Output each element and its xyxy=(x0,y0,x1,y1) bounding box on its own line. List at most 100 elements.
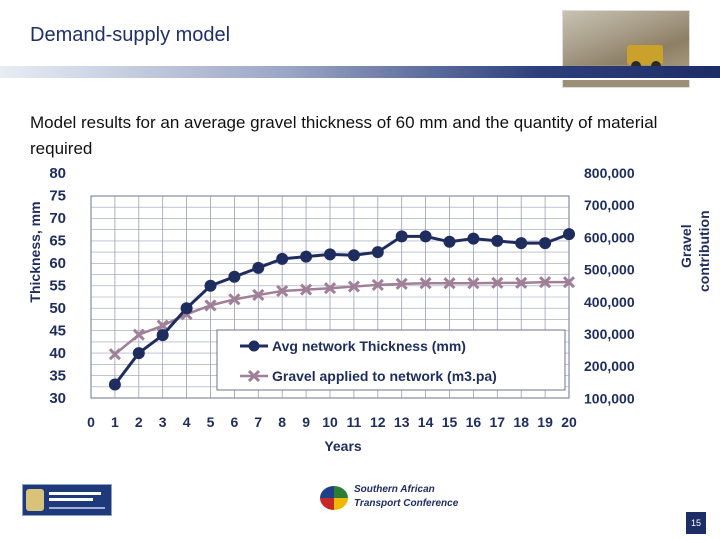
series-layer xyxy=(108,228,576,391)
x-tick-label: 2 xyxy=(135,414,143,430)
y-left-tick-label: 35 xyxy=(49,368,66,385)
slide-title: Demand-supply model xyxy=(30,24,231,46)
slide-subtitle: Model results for an average gravel thic… xyxy=(30,113,658,158)
y-left-tick-label: 45 xyxy=(49,323,66,340)
gravel-point-stroke xyxy=(562,276,576,289)
thickness-point xyxy=(204,279,217,292)
gravel-point-stroke xyxy=(491,276,504,289)
thickness-point xyxy=(347,249,360,262)
page-number: 15 xyxy=(686,512,706,534)
thickness-point xyxy=(395,230,408,243)
gravel-point xyxy=(156,319,169,332)
x-axis-title: Years xyxy=(324,438,362,454)
x-tick-label: 17 xyxy=(490,414,506,430)
thickness-point xyxy=(132,347,145,360)
y-right-tick-label: 500,000 xyxy=(584,262,635,278)
thickness-point xyxy=(228,270,241,283)
x-tick-label: 15 xyxy=(442,414,458,430)
thickness-point xyxy=(108,378,121,391)
x-tick-label: 1 xyxy=(111,414,119,430)
gravel-point-stroke xyxy=(156,319,169,332)
legend-thickness-label: Avg network Thickness (mm) xyxy=(272,338,466,354)
gravel-point-stroke xyxy=(371,278,384,291)
satc-swoosh-icon xyxy=(320,486,348,510)
x-tick-label: 14 xyxy=(418,414,434,430)
thickness-point xyxy=(371,246,384,259)
gravel-point xyxy=(276,284,289,298)
title-band-line xyxy=(0,78,720,80)
x-tick-label: 19 xyxy=(537,414,553,430)
thickness-point xyxy=(300,250,313,263)
gravel-point-stroke xyxy=(443,277,456,290)
x-tick-label: 9 xyxy=(302,414,310,430)
thickness-point xyxy=(252,261,265,274)
x-tick-label: 7 xyxy=(254,414,262,430)
thickness-point xyxy=(491,234,504,247)
gravel-point xyxy=(132,328,145,341)
gravel-point xyxy=(443,277,456,290)
y-right-tick-label: 400,000 xyxy=(584,294,635,310)
y-right-tick-label: 600,000 xyxy=(584,229,635,245)
y-left-tick-label: 50 xyxy=(49,300,66,317)
x-tick-label: 20 xyxy=(561,414,577,430)
gravel-point-stroke xyxy=(347,280,360,293)
y-left-tick-label: 55 xyxy=(49,278,66,295)
gravel-point xyxy=(371,278,384,291)
gravel-point-stroke xyxy=(395,277,408,290)
y-left-tick-label: 75 xyxy=(49,188,66,205)
gravel-point-stroke xyxy=(132,328,145,341)
gravel-point xyxy=(108,348,121,361)
gravel-point xyxy=(347,280,360,293)
x-tick-label: 13 xyxy=(394,414,410,430)
legend-thickness-marker xyxy=(248,340,260,352)
y-left-tick-label: 70 xyxy=(49,210,66,227)
thickness-point xyxy=(563,228,575,241)
western-cape-government-logo xyxy=(22,484,112,516)
gravel-point xyxy=(491,276,504,289)
legend-gravel-label: Gravel applied to network (m3.pa) xyxy=(272,368,497,384)
y-right-axis-title: Gravel xyxy=(678,224,694,268)
x-tick-label: 4 xyxy=(183,414,191,430)
gravel-series-line xyxy=(114,280,569,356)
gravel-point xyxy=(300,283,313,296)
gravel-point xyxy=(515,276,528,289)
x-tick-label: 3 xyxy=(159,414,167,430)
gravel-point-stroke xyxy=(467,277,480,290)
thickness-point xyxy=(443,235,456,248)
thickness-point xyxy=(419,230,432,243)
thickness-point xyxy=(515,237,528,250)
crest-icon xyxy=(26,489,44,511)
x-tick-label: 18 xyxy=(513,414,529,430)
x-tick-label: 8 xyxy=(278,414,286,430)
satc-logo: Southern African Transport Conference xyxy=(320,482,458,514)
title-band xyxy=(0,66,720,80)
y-right-tick-label: 700,000 xyxy=(584,197,635,213)
y-right-axis-title-line2: contribution xyxy=(696,210,712,292)
gravel-point xyxy=(419,277,432,290)
x-tick-label: 16 xyxy=(466,414,482,430)
legend-layer: Avg network Thickness (mm) Gravel applied… xyxy=(216,329,566,391)
y-right-tick-label: 800,000 xyxy=(584,165,635,181)
legend-gravel-marker-stroke xyxy=(247,369,261,383)
y-right-tick-label: 100,000 xyxy=(584,390,635,406)
thickness-point xyxy=(467,232,480,245)
x-tick-label: 5 xyxy=(207,414,215,430)
gravel-point xyxy=(204,299,217,312)
y-right-tick-label: 200,000 xyxy=(584,358,635,374)
gravel-point xyxy=(228,293,241,306)
x-tick-label: 10 xyxy=(322,414,338,430)
gravel-point-stroke xyxy=(515,276,528,289)
legend-gravel-marker xyxy=(247,369,261,383)
gravel-point xyxy=(252,288,265,302)
x-tick-label: 12 xyxy=(370,414,386,430)
gravel-point xyxy=(467,277,480,290)
y-left-tick-label: 60 xyxy=(49,255,66,272)
gravel-point xyxy=(539,276,552,289)
gravel-point xyxy=(395,277,408,290)
gravel-point xyxy=(323,282,337,295)
y-left-tick-label: 65 xyxy=(49,233,66,250)
y-left-tick-label: 40 xyxy=(49,345,66,362)
y-left-axis-title: Thickness, mm xyxy=(27,201,43,302)
gravel-point xyxy=(562,276,576,289)
satc-logo-line1: Southern African xyxy=(354,484,435,495)
